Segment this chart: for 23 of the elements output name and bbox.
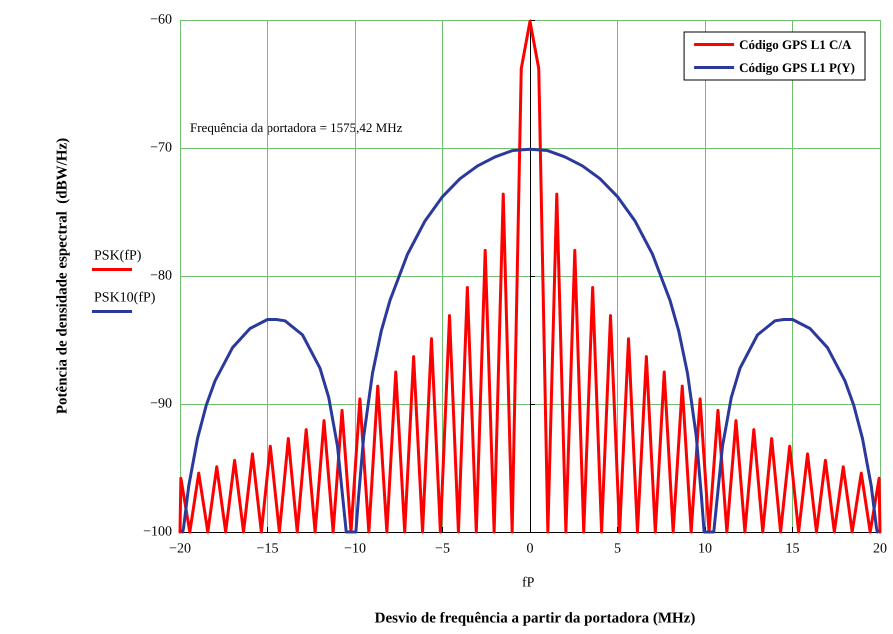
x-tick-label: 5: [614, 542, 621, 556]
line-series: [178, 20, 882, 534]
y-axis-title: Potência de densidade espectral (dBW/Hz): [54, 138, 70, 414]
x-tick-label: 15: [786, 542, 800, 556]
x-tick-label: −5: [435, 542, 450, 556]
text: PSK(fP): [94, 248, 142, 264]
legend-label: Código GPS L1 C/A: [739, 37, 852, 52]
x-tick-label: −20: [169, 542, 191, 556]
x-tick-label: −15: [256, 542, 278, 556]
x-tick-label: 10: [698, 542, 712, 556]
x-tick-label: 0: [526, 542, 534, 556]
y-tick-label: −80: [150, 268, 172, 284]
x-axis-title: Desvio de frequência a partir da portadora (MHz): [374, 610, 696, 626]
text: fP: [522, 576, 535, 590]
x-tick-label: −10: [344, 542, 366, 556]
x-tick-label: 20: [873, 542, 887, 556]
y-tick-label: −70: [150, 140, 172, 156]
legend-label: Código GPS L1 P(Y): [739, 60, 855, 75]
y-tick-label: −100: [143, 524, 172, 540]
line-series: [181, 148, 879, 534]
y-tick-label: −90: [150, 396, 172, 412]
text: PSK10(fP): [94, 290, 156, 306]
y-tick-label: −60: [150, 12, 172, 28]
